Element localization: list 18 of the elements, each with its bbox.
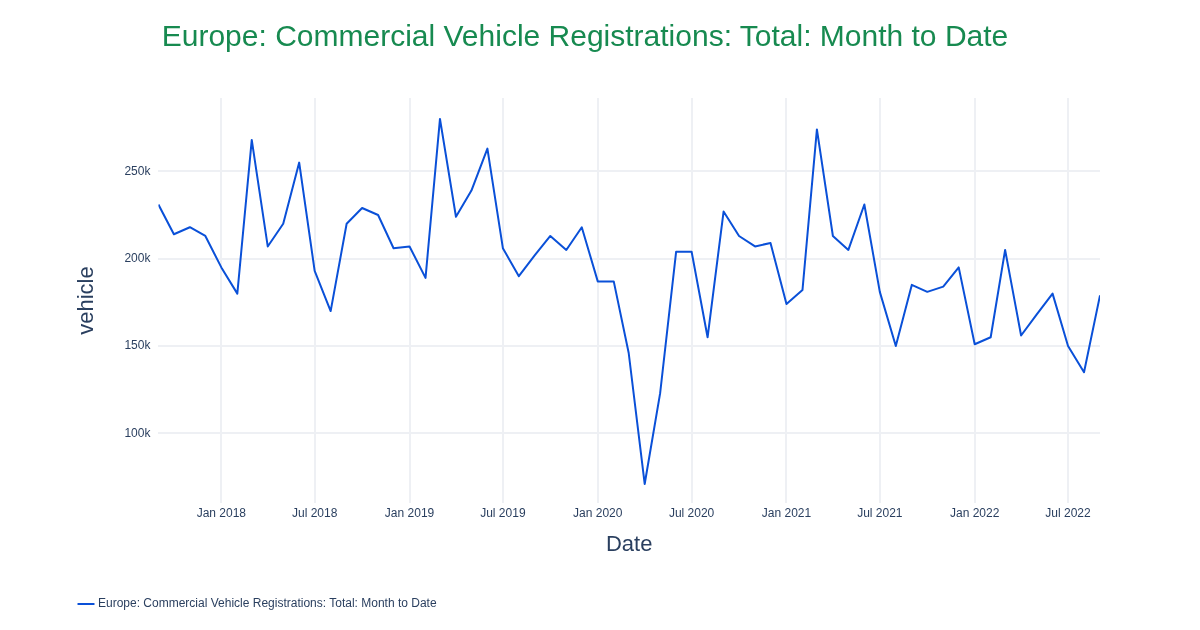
y-tick-label: 250k <box>124 163 152 178</box>
x-tick-label: Jan 2022 <box>950 505 1000 520</box>
x-tick-label: Jul 2021 <box>857 505 903 520</box>
y-tick-label: 150k <box>124 338 152 353</box>
x-axis-title: Date <box>605 530 653 556</box>
x-tick-label: Jul 2020 <box>668 505 715 520</box>
x-tick-label: Jan 2019 <box>384 505 435 520</box>
y-axis-title: vehicle <box>73 266 99 335</box>
chart-title: Europe: Commercial Vehicle Registrations: Total: Month to Date <box>161 19 1009 53</box>
x-tick-label: Jan 2018 <box>196 505 247 520</box>
x-tick-label: Jul 2022 <box>1045 505 1092 520</box>
x-tick-label: Jan 2021 <box>761 505 812 520</box>
y-tick-label: 100k <box>124 425 152 440</box>
x-tick-label: Jan 2020 <box>573 505 623 520</box>
y-tick-label: 200k <box>124 251 152 265</box>
x-tick-label: Jul 2019 <box>480 505 526 520</box>
x-tick-label: Jul 2018 <box>291 505 338 520</box>
legend-label: Europe: Commercial Vehicle Registrations: Total: Month to Date <box>98 596 437 611</box>
